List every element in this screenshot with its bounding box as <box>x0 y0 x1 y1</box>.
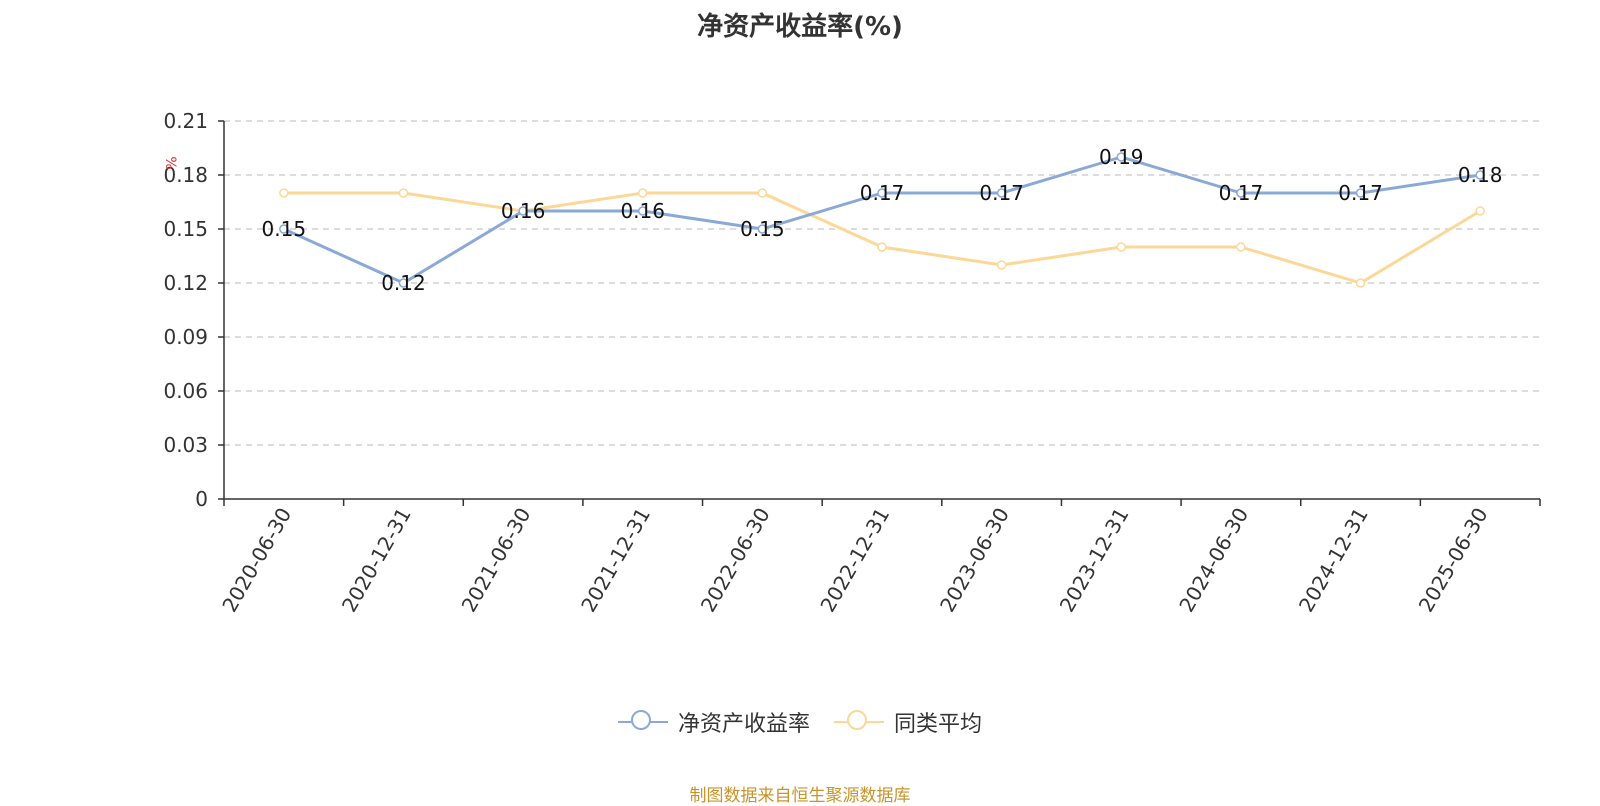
data-label: 0.15 <box>262 217 307 241</box>
data-label: 0.18 <box>1458 163 1503 187</box>
y-tick-label: 0.09 <box>163 325 208 349</box>
y-tick-label: 0.18 <box>163 163 208 187</box>
series-0-point <box>279 224 289 234</box>
series-1-point <box>398 188 409 198</box>
data-label: 0.16 <box>620 199 665 223</box>
series-0-point <box>1236 188 1246 198</box>
y-tick-label: 0.06 <box>163 379 208 403</box>
series-1-point <box>1116 242 1127 252</box>
chart-title: 净资产收益率(%) <box>697 12 903 42</box>
data-label: 0.12 <box>381 271 426 295</box>
series-line-1 <box>283 191 1481 285</box>
series-1-point <box>1236 242 1246 252</box>
data-label: 0.16 <box>501 199 546 223</box>
series-1-point <box>637 188 648 198</box>
x-tick-label: 2021-06-30 <box>457 504 536 617</box>
data-source-note: 制图数据来自恒生聚源数据库 <box>689 786 911 806</box>
x-tick-label: 2024-06-30 <box>1174 504 1253 617</box>
x-tick-label: 2025-06-30 <box>1414 504 1493 617</box>
series-0-point <box>877 188 887 198</box>
x-tick-label: 2022-12-31 <box>815 504 894 617</box>
x-tick-label: 2023-06-30 <box>935 504 1014 617</box>
data-labels: 0.15 0.12 0.16 0.16 0.15 0.17 0.17 0.19 0.17 0.17… <box>262 145 1503 295</box>
series-0-point <box>637 206 648 216</box>
axes: 0 0.03 0.06 0.09 0.12 0.15 0.18 0.21% 2020-06-30… <box>162 109 1541 617</box>
series-1-point <box>1355 278 1366 288</box>
y-tick-label: 0.21 <box>163 109 208 133</box>
series-1-point <box>1475 206 1485 216</box>
series-1-point <box>757 188 768 198</box>
series-1-point <box>279 188 289 198</box>
series-1-point <box>996 260 1007 270</box>
y-tick-label: 0.12 <box>163 271 208 295</box>
legend-roe-label: 净资产收益率 <box>677 712 810 737</box>
y-tick-label: 0.15 <box>163 217 208 241</box>
line-chart: 0 0.03 0.06 0.09 0.12 0.15 0.18 0.21% 2020-06-30… <box>162 109 1541 617</box>
legend-peer-average-label: 同类平均 <box>894 712 983 737</box>
series-0-point <box>996 188 1007 198</box>
y-axis-unit-label: % <box>162 156 178 169</box>
legend: 净资产收益率 同类平均 <box>0 706 1600 738</box>
x-tick-label: 2022-06-30 <box>696 504 775 617</box>
x-tick-label: 2021-12-31 <box>576 504 655 617</box>
x-tick-label: 2023-12-31 <box>1055 504 1134 617</box>
x-tick-label: 2020-12-31 <box>337 504 416 617</box>
data-label: 0.17 <box>860 181 905 205</box>
legend-item-roe[interactable]: 净资产收益率 <box>617 706 810 738</box>
legend-item-peer-average[interactable]: 同类平均 <box>834 706 982 738</box>
series-0-point <box>1116 152 1127 162</box>
x-tick-label: 2020-06-30 <box>217 504 296 617</box>
data-label: 0.17 <box>979 181 1024 205</box>
data-label: 0.17 <box>1338 181 1383 205</box>
legend-peer-average-marker-icon <box>834 709 884 735</box>
series-0-point <box>757 224 768 234</box>
data-label: 0.19 <box>1099 145 1144 169</box>
series-0-point <box>398 278 409 288</box>
legend-roe-marker-icon <box>617 709 668 735</box>
data-label: 0.17 <box>1219 181 1264 205</box>
data-label: 0.15 <box>740 217 785 241</box>
y-tick-label: 0.03 <box>163 433 208 457</box>
series-0-point <box>1475 170 1485 180</box>
x-tick-label: 2024-12-31 <box>1294 504 1373 617</box>
series-lines <box>279 152 1485 288</box>
series-1-point <box>877 242 887 252</box>
y-tick-label: 0 <box>195 487 208 511</box>
series-0-point <box>1355 188 1366 198</box>
series-0-point <box>518 206 528 216</box>
